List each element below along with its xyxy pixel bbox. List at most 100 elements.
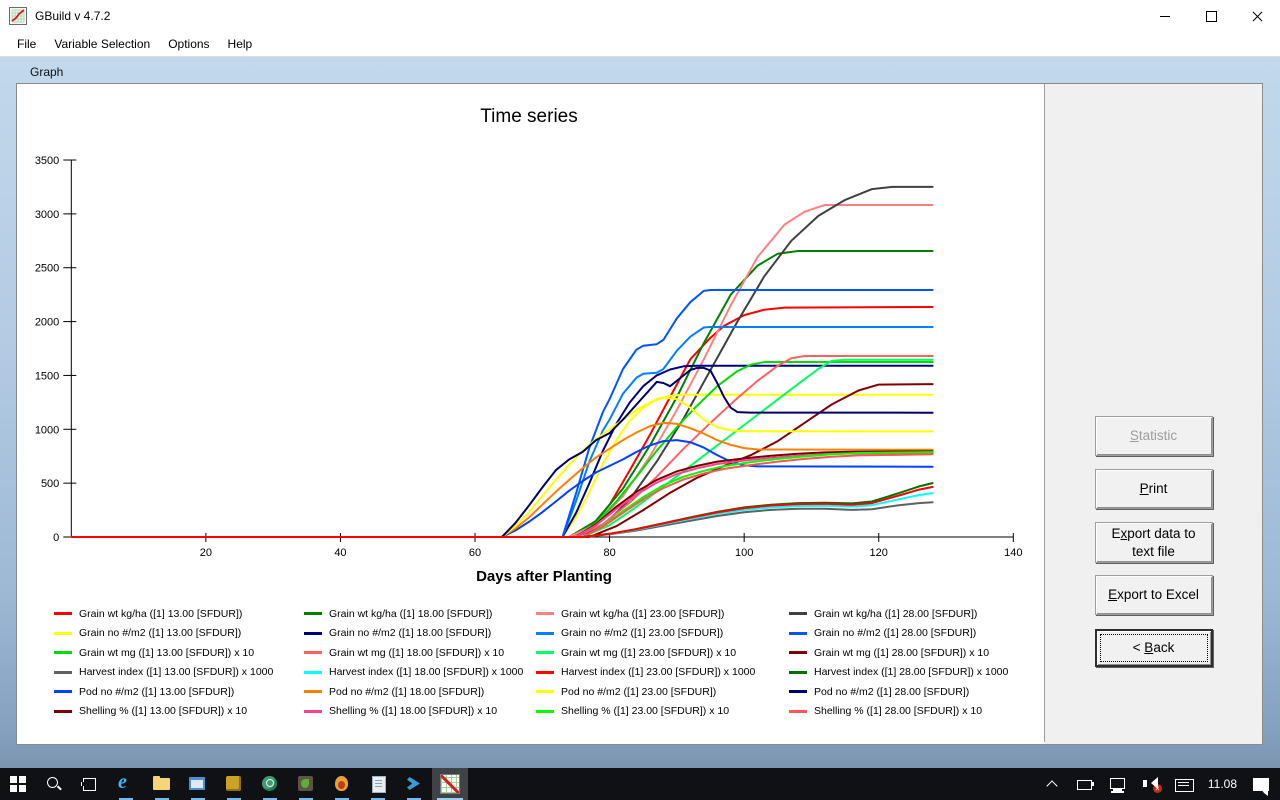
taskbar-internet-explorer-button[interactable] [108, 768, 144, 800]
legend-swatch [536, 631, 554, 635]
button-label: Print [1139, 481, 1168, 497]
x-tick-label: 120 [870, 547, 888, 559]
legend-item: Grain wt kg/ha ([1] 28.00 [SFDUR]) [789, 604, 1017, 624]
taskbar-gbuild-button[interactable] [432, 768, 468, 800]
legend-label: Shelling % ([1] 18.00 [SFDUR]) x 10 [329, 705, 498, 718]
taskbar-search-button[interactable] [36, 768, 72, 800]
legend-swatch [54, 690, 72, 694]
legend-swatch [789, 690, 807, 694]
legend-swatch [304, 612, 322, 616]
app-flame-icon [333, 775, 351, 793]
close-button[interactable] [1234, 0, 1280, 32]
back-button[interactable]: < Back [1094, 629, 1213, 667]
legend-item: Shelling % ([1] 23.00 [SFDUR]) x 10 [536, 702, 789, 722]
legend-item: Harvest index ([1] 18.00 [SFDUR]) x 1000 [304, 663, 536, 683]
x-tick-label: 140 [1004, 547, 1022, 559]
taskbar-documents-button[interactable] [180, 768, 216, 800]
internet-explorer-icon [117, 771, 135, 794]
legend-swatch [789, 670, 807, 674]
app-notepad-icon [369, 775, 387, 793]
chart-legend: Grain wt kg/ha ([1] 13.00 [SFDUR]) Grain … [54, 604, 1017, 721]
legend-label: Pod no #/m2 ([1] 18.00 [SFDUR]) [329, 685, 485, 698]
action-center-icon[interactable] [1252, 776, 1270, 796]
menu-options[interactable]: Options [168, 37, 210, 51]
print-button[interactable]: Print [1094, 469, 1213, 509]
legend-swatch [304, 670, 322, 674]
legend-label: Harvest index ([1] 13.00 [SFDUR]) x 1000 [79, 666, 274, 679]
series-line [70, 366, 934, 538]
legend-item: Shelling % ([1] 28.00 [SFDUR]) x 10 [789, 702, 1017, 722]
legend-swatch [304, 690, 322, 694]
legend-item: Pod no #/m2 ([1] 23.00 [SFDUR]) [536, 682, 789, 702]
taskbar-task-view-button[interactable] [72, 768, 108, 800]
file-explorer-icon [153, 775, 171, 793]
series-line [70, 393, 934, 538]
menu-variable-selection[interactable]: Variable Selection [54, 37, 151, 51]
chart-area: Time series 20 40 60 80 100 120 140 0 500 1000 1500… [17, 84, 1045, 742]
series-line [70, 482, 934, 538]
legend-item: Grain wt mg ([1] 18.00 [SFDUR]) x 10 [304, 643, 536, 663]
series-line [70, 383, 934, 538]
taskbar-file-explorer-button[interactable] [144, 768, 180, 800]
legend-item: Harvest index ([1] 28.00 [SFDUR]) x 1000 [789, 663, 1017, 683]
menu-help[interactable]: Help [227, 37, 253, 51]
chart-title: Time series [480, 106, 577, 127]
battery-icon[interactable] [1076, 776, 1094, 792]
legend-label: Grain wt mg ([1] 23.00 [SFDUR]) x 10 [561, 646, 737, 659]
legend-swatch [789, 612, 807, 616]
legend-label: Grain wt kg/ha ([1] 13.00 [SFDUR]) [79, 607, 243, 620]
mute-badge: × [1152, 784, 1162, 793]
series-line [70, 439, 934, 538]
volume-muted-icon[interactable]: × [1142, 776, 1162, 793]
y-tick-label: 1000 [35, 424, 59, 436]
keyboard-icon[interactable] [1174, 776, 1194, 792]
minimize-button[interactable] [1142, 0, 1188, 32]
taskbar-app-notepad-button[interactable] [360, 768, 396, 800]
statistic-button[interactable]: Statistic [1094, 416, 1213, 456]
legend-swatch [54, 651, 72, 655]
series-line [70, 364, 934, 538]
taskbar-visual-studio-button[interactable] [396, 768, 432, 800]
y-tick-label: 2500 [35, 263, 59, 275]
taskbar-apps [0, 768, 468, 800]
gbuild-icon [440, 774, 460, 794]
maximize-button[interactable] [1188, 0, 1234, 32]
legend-label: Grain wt kg/ha ([1] 18.00 [SFDUR]) [329, 607, 493, 620]
x-tick-label: 100 [735, 547, 753, 559]
taskbar-app-globe-button[interactable] [252, 768, 288, 800]
series-line [70, 289, 934, 538]
time-series-chart: Time series 20 40 60 80 100 120 140 0 500 1000 1500… [35, 106, 1023, 585]
legend-label: Pod no #/m2 ([1] 23.00 [SFDUR]) [561, 685, 717, 698]
taskbar-clock[interactable]: 11.08 [1207, 777, 1237, 791]
taskbar-app-gold-button[interactable] [216, 768, 252, 800]
series-line [70, 451, 934, 538]
y-tick-label: 500 [41, 478, 59, 490]
legend-label: Grain no #/m2 ([1] 18.00 [SFDUR]) [329, 627, 492, 640]
maximize-icon [1205, 10, 1217, 22]
series-line [70, 485, 934, 538]
menu-file[interactable]: File [17, 37, 37, 51]
legend-swatch [304, 709, 322, 713]
taskbar-app-plant-button[interactable] [288, 768, 324, 800]
client-area: Graph Time series 20 40 60 80 100 120 140 0 500 10… [0, 56, 1280, 768]
taskbar-app-flame-button[interactable] [324, 768, 360, 800]
system-tray: × 11.08 [1043, 776, 1280, 796]
x-tick-label: 80 [603, 547, 615, 559]
documents-icon [189, 775, 207, 793]
chevron-up-icon[interactable] [1043, 776, 1061, 792]
export-excel-button[interactable]: Export to Excel [1094, 575, 1213, 615]
export-text-button[interactable]: Export data to text file [1094, 522, 1213, 564]
y-tick-label: 1500 [35, 370, 59, 382]
app-globe-icon [261, 775, 279, 793]
legend-label: Grain wt mg ([1] 18.00 [SFDUR]) x 10 [329, 646, 505, 659]
taskbar-start-button[interactable] [0, 768, 36, 800]
taskbar: × 11.08 [0, 768, 1280, 800]
legend-label: Pod no #/m2 ([1] 13.00 [SFDUR]) [79, 685, 235, 698]
legend-item: Grain no #/m2 ([1] 28.00 [SFDUR]) [789, 624, 1017, 644]
graph-panel: Time series 20 40 60 80 100 120 140 0 500 1000 1500… [16, 83, 1263, 745]
app-gold-icon [225, 775, 243, 793]
network-icon[interactable] [1109, 776, 1127, 792]
legend-swatch [54, 612, 72, 616]
legend-item: Pod no #/m2 ([1] 18.00 [SFDUR]) [304, 682, 536, 702]
legend-label: Shelling % ([1] 23.00 [SFDUR]) x 10 [561, 705, 730, 718]
